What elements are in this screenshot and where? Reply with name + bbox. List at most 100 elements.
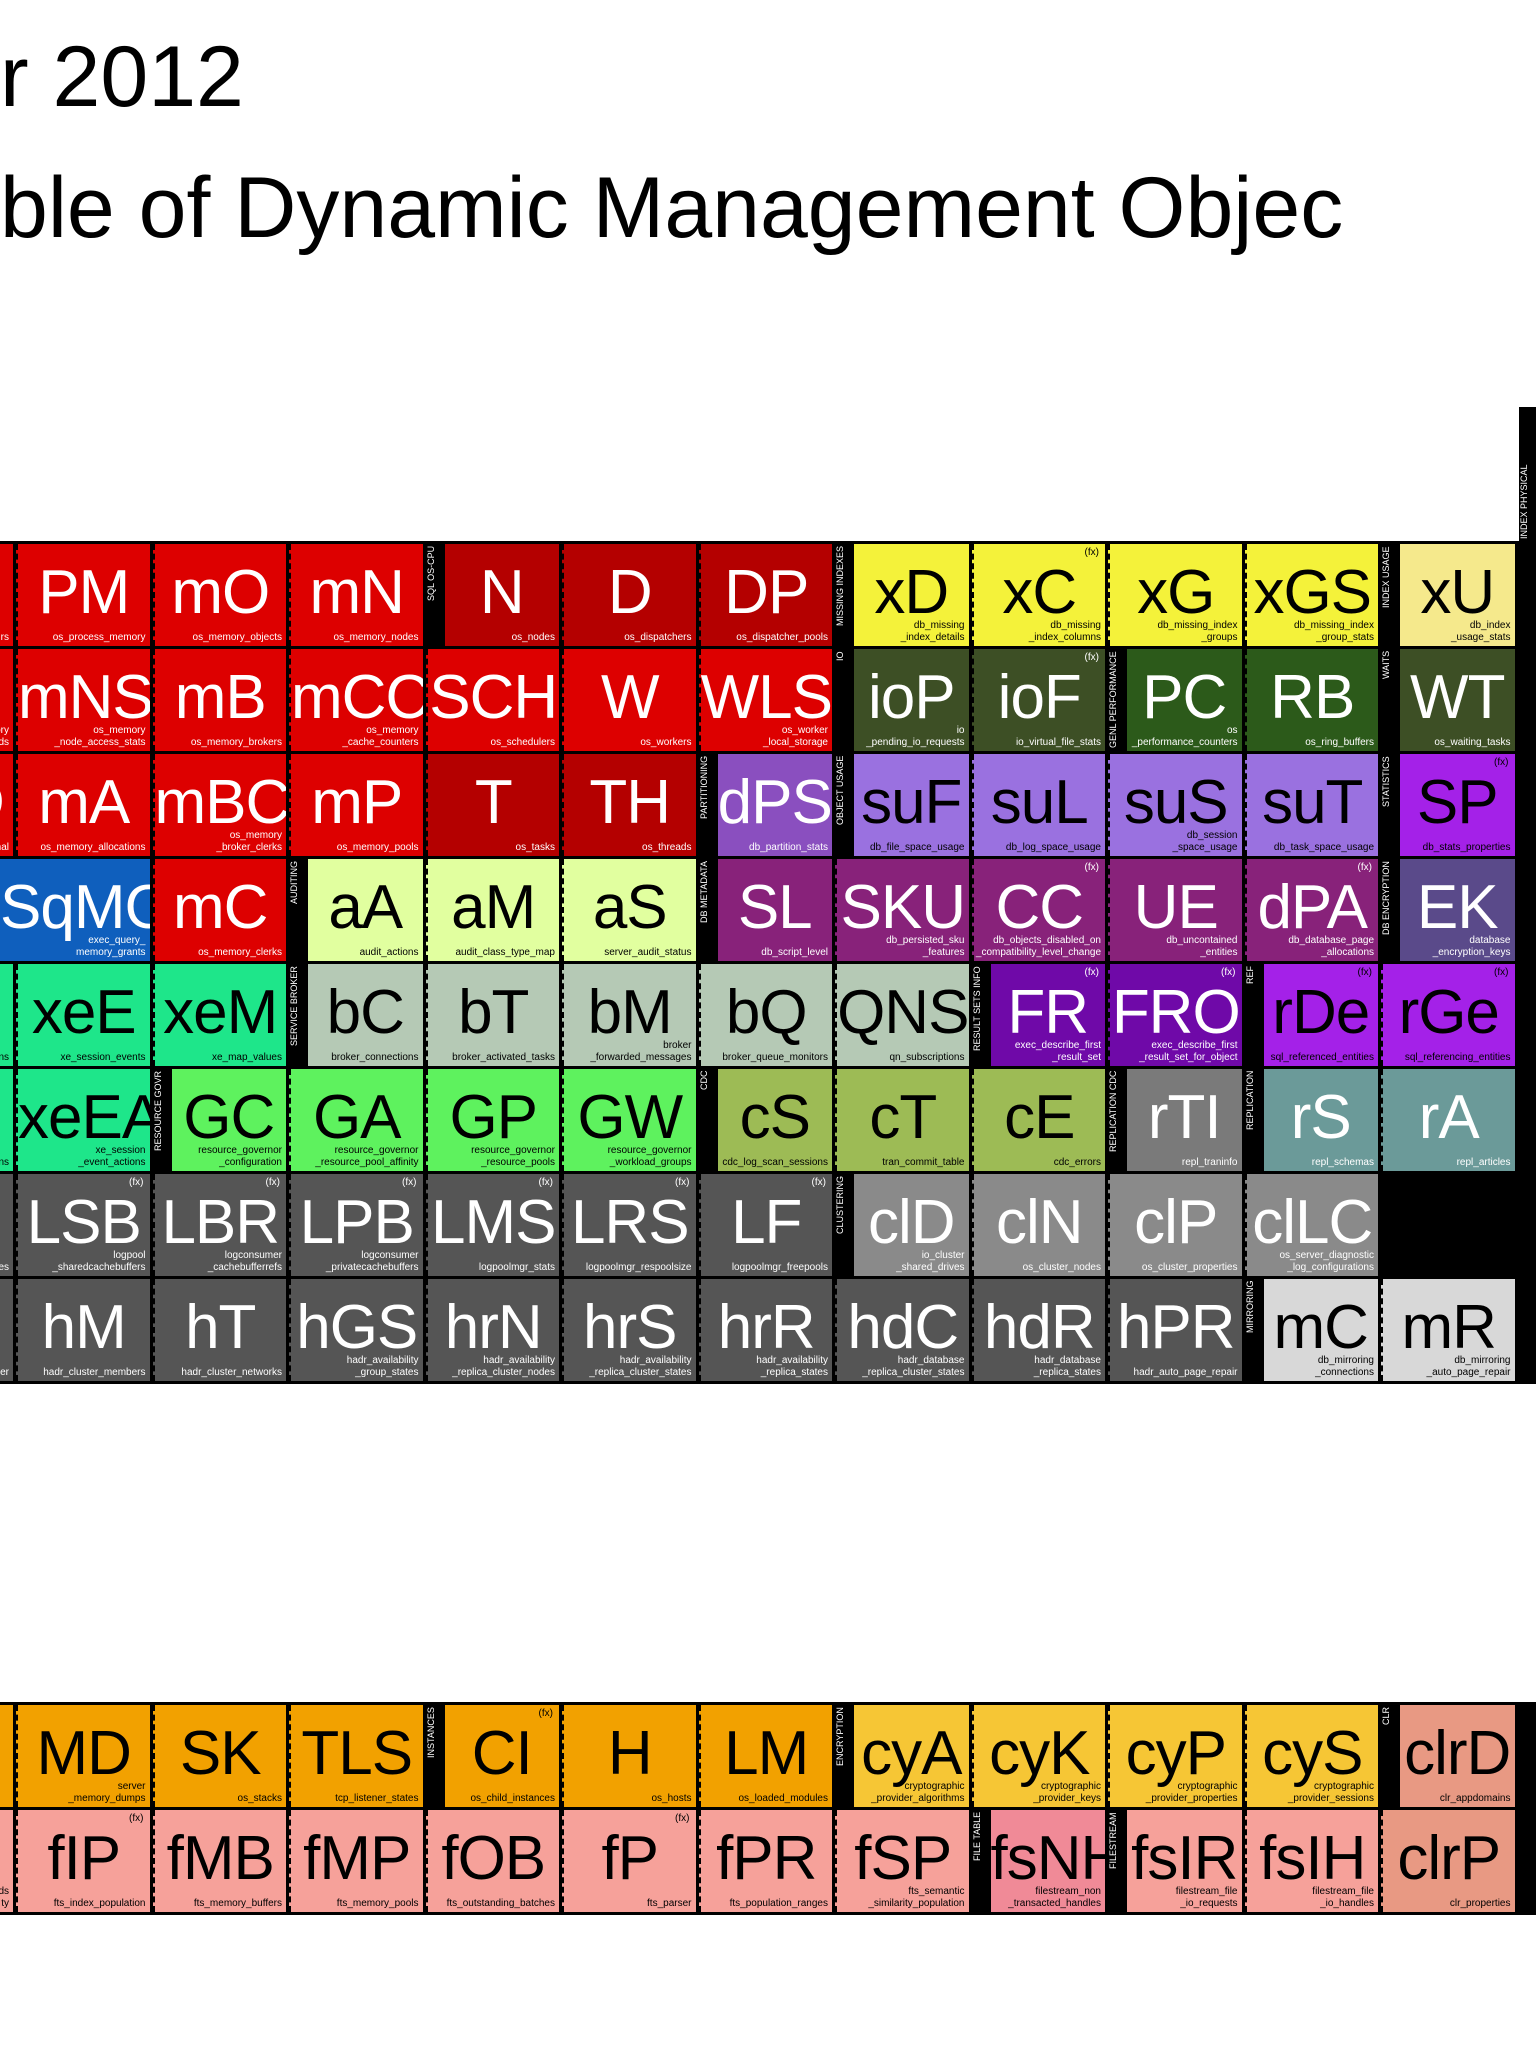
element-symbol: MD	[36, 1719, 132, 1788]
element-view-name: db_missing_index _group_stats	[1293, 620, 1374, 643]
element-symbol: hrR	[717, 1293, 816, 1362]
element-xg: xG db_missing_index _groups	[1108, 544, 1242, 646]
element-suf: suF db_file_space_usage	[851, 754, 969, 856]
element-symbol: T	[474, 768, 513, 837]
element-qns: QNS qn_subscriptions	[835, 964, 969, 1066]
group-label-text: ENCRYPTION	[835, 1707, 845, 1766]
group-label-service-broker: SERVICE BROKER	[289, 964, 305, 1066]
element-symbol: DP	[724, 558, 809, 627]
element-view-name: ns	[0, 1052, 9, 1063]
element-symbol: mB	[174, 663, 267, 732]
element-symbol: LSB	[26, 1188, 142, 1257]
group-label-result-sets-info: RESULT SETS INFO	[971, 964, 988, 1066]
function-marker: (fx)	[1084, 967, 1099, 978]
element-symbol: aM	[451, 873, 536, 942]
element-fsir: fsIR filestream_file _io_requests	[1124, 1810, 1242, 1912]
element-view-name: database _encryption_keys	[1432, 935, 1511, 958]
element-symbol: FR	[1007, 978, 1089, 1047]
element-cya: cyA cryptographic _provider_algorithms	[851, 1705, 969, 1807]
group-label-text: PARTITIONING	[698, 756, 709, 820]
element-lms: LMS logpoolmgr_stats (fx)	[425, 1174, 559, 1276]
element-symbol: LRS	[570, 1188, 690, 1257]
element-view-name: ds ty	[0, 1886, 9, 1909]
element-symbol: xC	[1002, 558, 1077, 627]
group-label-text: FILE TABLE	[971, 1812, 982, 1862]
element-fr: FR exec_describe_first _result_set (fx)	[987, 964, 1105, 1066]
element-sch: SCH os_schedulers	[425, 649, 559, 751]
element-symbol: mN	[309, 558, 405, 627]
element-symbol: fPR	[716, 1824, 817, 1893]
element-symbol: rDe	[1272, 978, 1370, 1047]
element-fmp: fMP fts_memory_pools	[289, 1810, 423, 1912]
element-view-name: db_task_space_usage	[1273, 842, 1374, 853]
element-view-name: io_virtual_file_stats	[1015, 737, 1101, 748]
element-hrn: hrN hadr_availability _replica_cluster_no…	[425, 1279, 559, 1381]
function-marker: (fx)	[402, 1177, 417, 1188]
element-am: aM audit_class_type_map	[425, 859, 559, 961]
element-ra: rA repl_articles	[1381, 1069, 1515, 1171]
group-label-mirroring: MIRRORING	[1244, 1279, 1261, 1381]
element-blank: es	[0, 1174, 13, 1276]
element-symbol: GP	[449, 1083, 538, 1152]
element-view-name: filestream_file _io_handles	[1312, 1886, 1374, 1909]
element-view-name: ns	[0, 1157, 9, 1168]
element-view-name: tcp_listener_states	[335, 1793, 419, 1804]
element-wls: WLS os_worker _local_storage	[698, 649, 832, 751]
element-view-name: repl_schemas	[1311, 1157, 1374, 1168]
element-symbol: clrP	[1397, 1824, 1501, 1893]
element-view-name: server_audit_status	[604, 947, 692, 958]
group-label-text: AUDITING	[289, 861, 299, 905]
element-symbol: D	[0, 772, 5, 834]
element-rti: rTI repl_traninfo	[1124, 1069, 1242, 1171]
element-view-name: os_child_instances	[470, 1793, 556, 1804]
element-view-name: os_loaded_modules	[738, 1793, 828, 1804]
group-label-io: IO	[835, 649, 851, 751]
element-mn: mN os_memory_nodes	[289, 544, 423, 646]
element-view-name: os_dispatchers	[624, 632, 692, 643]
element-xem: xeM xe_map_values	[152, 964, 286, 1066]
element-hdr: hdR hadr_database _replica_states	[971, 1279, 1105, 1381]
element-view-name: logpoolmgr_stats	[478, 1262, 555, 1273]
element-view-name: hadr_availability _replica_cluster_state…	[589, 1355, 692, 1378]
group-label-instances: INSTANCES	[425, 1705, 442, 1807]
element-s: Sns	[0, 964, 13, 1066]
element-symbol: cyA	[861, 1719, 962, 1788]
element-sl: SL db_script_level	[714, 859, 832, 961]
element-symbol: mO	[171, 558, 270, 627]
element-symbol: CI	[471, 1719, 533, 1788]
element-dpa: dPA db_database_page _allocations (fx)	[1244, 859, 1378, 961]
element-view-name: sql_referencing_entities	[1404, 1052, 1511, 1063]
element-view-name: os_worker _local_storage	[762, 725, 828, 748]
element-sqmg: SqMG exec_query_ memory_grants	[0, 859, 150, 961]
element-symbol: cyS	[1262, 1719, 1363, 1788]
element-view-name: filestream_file _io_requests	[1175, 1886, 1238, 1909]
group-label-text: IO	[835, 651, 845, 661]
element-symbol: fMP	[303, 1824, 411, 1893]
element-symbol: fOB	[441, 1824, 546, 1893]
element-symbol: fSP	[854, 1824, 952, 1893]
element-symbol: aA	[328, 873, 403, 942]
element-view-name: xe_session_events	[60, 1052, 146, 1063]
group-label-filestream: FILESTREAM	[1108, 1810, 1124, 1912]
group-label-encryption: ENCRYPTION	[835, 1705, 851, 1807]
element-blank: er	[0, 1279, 13, 1381]
group-label-text: CLR	[1381, 1707, 1391, 1726]
element-symbol: mP	[311, 768, 403, 837]
element-symbol: mC	[1273, 1293, 1369, 1362]
element-symbol: clLC	[1252, 1188, 1373, 1257]
element-view-name: os_dispatcher_pools	[736, 632, 828, 643]
element-view-name: db_mirroring _connections	[1315, 1355, 1374, 1378]
title-line-1: r 2012	[0, 29, 244, 125]
group-label-sql-os-cpu: SQL OS-CPU	[425, 544, 442, 646]
element-view-name: hadr_cluster_networks	[181, 1367, 282, 1378]
group-label-text: WAITS	[1381, 651, 1391, 680]
element-xd: xD db_missing _index_details	[851, 544, 969, 646]
group-label-clr: CLR	[1381, 1705, 1397, 1807]
element-view-name: os _performance_counters	[1131, 725, 1238, 748]
element-lbr: LBR logconsumer _cachebufferrefs (fx)	[152, 1174, 286, 1276]
element-symbol: SqMG	[0, 873, 150, 942]
element-symbol: fIP	[47, 1824, 121, 1893]
element-view-name: fts_memory_buffers	[193, 1898, 282, 1909]
element-symbol: H	[0, 667, 5, 729]
